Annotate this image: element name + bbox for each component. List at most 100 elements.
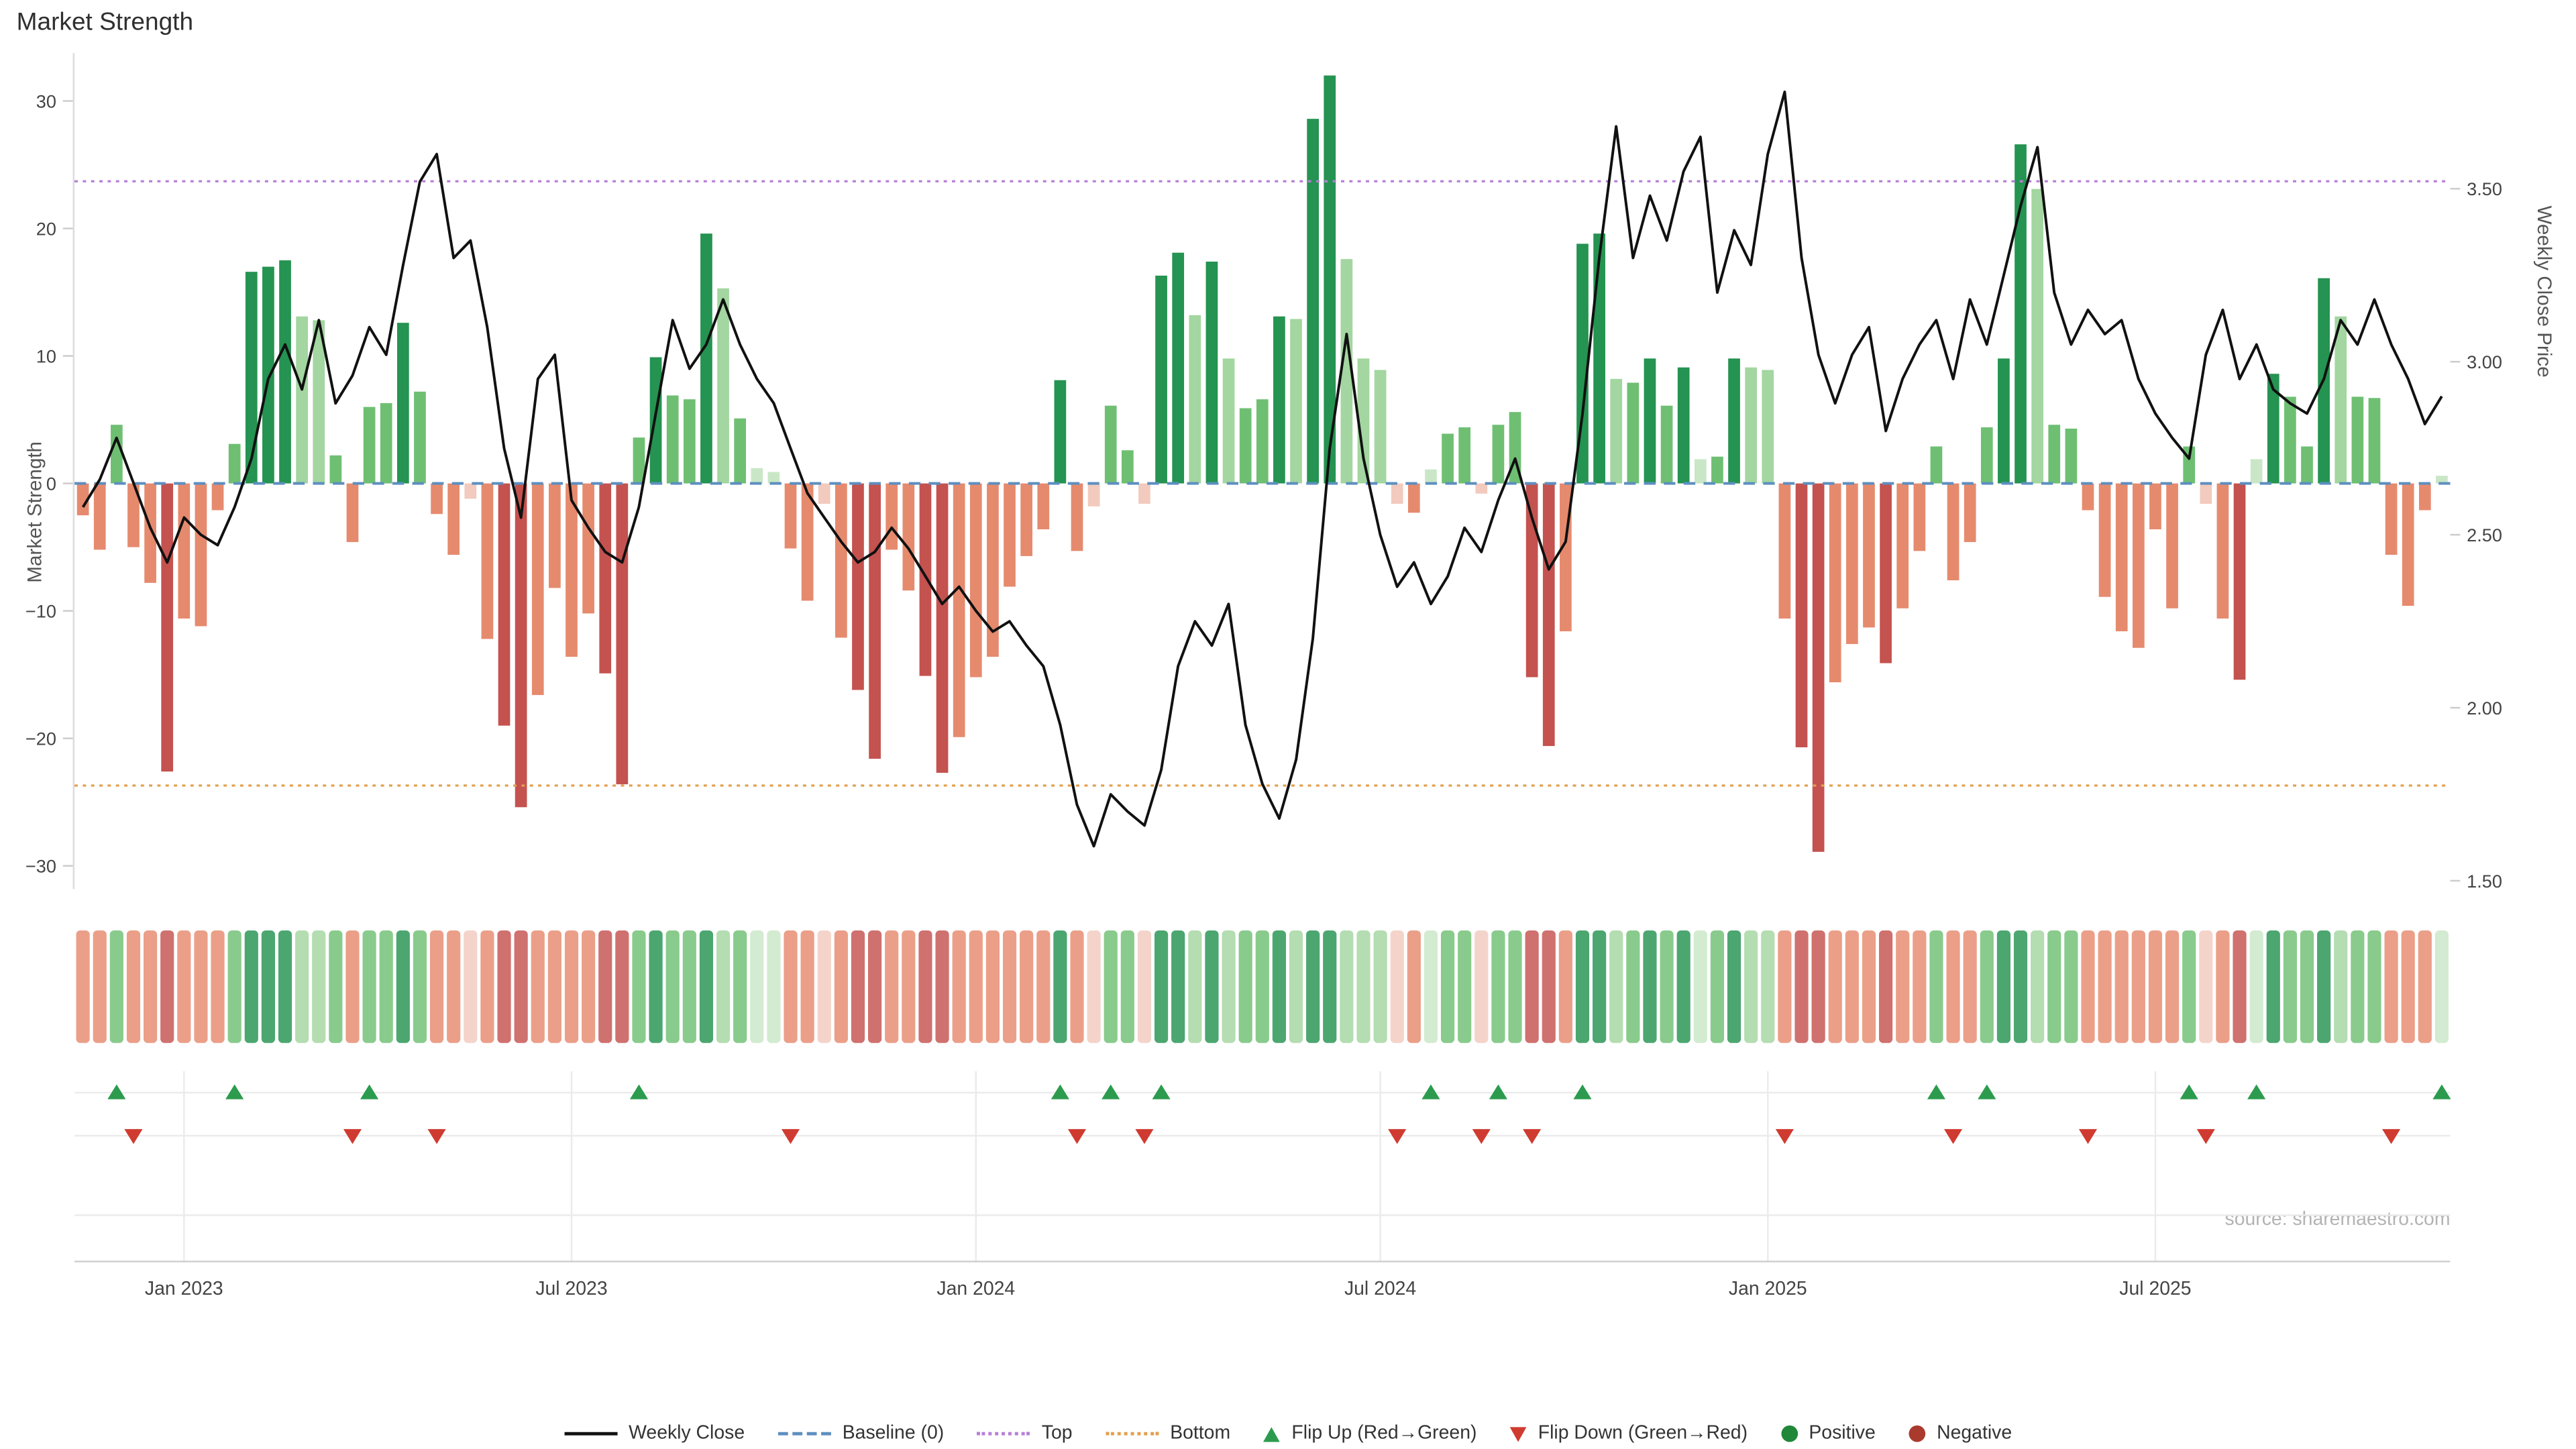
price-axis-tick-label: 3.00 <box>2467 352 2502 372</box>
strength-bar <box>2351 396 2364 484</box>
line-dotted-swatch-icon <box>977 1432 1030 1436</box>
heatmap-cell <box>278 930 292 1043</box>
strength-bar <box>2115 483 2128 632</box>
strength-bar <box>1205 261 1218 484</box>
strength-bar <box>2132 483 2145 648</box>
strength-bar <box>1357 358 1370 484</box>
strength-bar <box>751 468 763 484</box>
heatmap-cell <box>1306 930 1320 1043</box>
legend-item-flip-up-red-green[interactable]: Flip Up (Red→Green) <box>1263 1424 1477 1444</box>
legend-item-flip-down-green-red[interactable]: Flip Down (Green→Red) <box>1509 1424 1748 1444</box>
heatmap-cell <box>2047 930 2061 1043</box>
strength-bar <box>1239 408 1252 484</box>
heatmap-cell <box>177 930 191 1043</box>
legend-item-negative[interactable]: Negative <box>1909 1424 2012 1444</box>
heatmap-cell <box>1811 930 1825 1043</box>
heatmap-cell <box>1323 930 1337 1043</box>
heatmap-cell <box>985 930 1000 1043</box>
line-dotted-swatch-icon <box>1105 1432 1159 1436</box>
strength-bar <box>1711 456 1723 484</box>
heatmap-cell <box>1913 930 1927 1043</box>
heatmap-cell <box>1120 930 1134 1043</box>
heatmap-cell <box>227 930 241 1043</box>
heatmap-cell <box>1070 930 1084 1043</box>
heatmap-cell <box>2098 930 2112 1043</box>
strength-bar <box>2368 398 2381 484</box>
line-dashed-swatch-icon <box>777 1432 831 1436</box>
strength-bar <box>734 418 747 484</box>
line-solid-swatch-icon <box>564 1432 617 1436</box>
flip-down-marker <box>1388 1129 1407 1144</box>
heatmap-cell <box>885 930 899 1043</box>
flip-up-marker <box>360 1084 379 1099</box>
flip-up-marker <box>2180 1084 2198 1099</box>
strength-bar <box>1087 483 1100 506</box>
flip-down-marker <box>2196 1129 2215 1144</box>
heatmap-cell <box>1137 930 1152 1043</box>
heatmap-cell <box>2434 930 2449 1043</box>
heatmap-cell <box>1778 930 1792 1043</box>
legend-item-bottom[interactable]: Bottom <box>1105 1424 1231 1444</box>
heatmap-cell <box>851 930 865 1043</box>
triangle-down-swatch-icon <box>1509 1426 1527 1442</box>
strength-bar <box>1189 315 1201 484</box>
heatmap-cell <box>1390 930 1404 1043</box>
flip-down-marker <box>2078 1129 2098 1144</box>
heatmap-cell <box>682 930 696 1043</box>
heatmap-cell <box>1929 930 1943 1043</box>
legend-item-positive[interactable]: Positive <box>1780 1424 1876 1444</box>
strength-bar <box>1037 483 1050 530</box>
strength-bar <box>380 402 392 484</box>
strength-bar <box>1004 483 1016 587</box>
heatmap-cell <box>784 930 798 1043</box>
flip-up-marker <box>225 1084 244 1099</box>
legend-item-baseline-0[interactable]: Baseline (0) <box>777 1424 944 1444</box>
heatmap-cell <box>733 930 747 1043</box>
strength-bar <box>127 483 140 547</box>
heatmap-cell <box>362 930 376 1043</box>
heatmap-cell <box>1727 930 1741 1043</box>
heatmap-cell <box>969 930 983 1043</box>
strength-bar <box>2250 459 2263 484</box>
strength-bar <box>902 483 915 591</box>
strength-bar <box>1660 405 1673 484</box>
strength-bar <box>2334 316 2347 484</box>
heatmap-cell <box>2317 930 2331 1043</box>
legend-label: Bottom <box>1170 1424 1231 1444</box>
strength-bar <box>1762 370 1774 484</box>
strength-axis-tick-label: 20 <box>36 218 56 239</box>
triangle-up-swatch-icon <box>1263 1426 1281 1442</box>
strength-bar <box>178 483 191 619</box>
circle-swatch-icon <box>1780 1425 1798 1442</box>
strength-bar <box>1593 233 1605 484</box>
strength-bar <box>1778 483 1791 619</box>
strength-bar <box>666 395 679 484</box>
strength-bar <box>110 425 123 484</box>
legend-item-weekly-close[interactable]: Weekly Close <box>564 1424 745 1444</box>
chart-canvas[interactable]: 30 20 10 0 −10 −20 −30 3.50 3.00 2.50 2.00 1.50 Jan … <box>0 36 2576 1328</box>
strength-bar <box>767 472 780 484</box>
heatmap-cell <box>2216 930 2230 1043</box>
strength-bar <box>1256 399 1269 484</box>
heatmap-cell <box>1154 930 1169 1043</box>
strength-axis-tick-label: −20 <box>25 729 56 749</box>
x-tick-label: Jan 2023 <box>145 1278 223 1299</box>
strength-bar <box>1913 483 1926 551</box>
flip-down-marker <box>1135 1129 1154 1144</box>
heatmap-cell <box>1424 930 1438 1043</box>
heatmap-cell <box>531 930 545 1043</box>
flip-down-marker <box>1472 1129 1491 1144</box>
strength-bar <box>919 483 932 676</box>
heatmap-cell <box>2300 930 2314 1043</box>
strength-bar <box>313 320 325 484</box>
heatmap-cell <box>413 930 427 1043</box>
flip-down-marker <box>1943 1129 1963 1144</box>
legend-item-top[interactable]: Top <box>977 1424 1073 1444</box>
strength-bar <box>1880 483 1892 663</box>
strength-bar <box>195 483 207 627</box>
strength-axis-tick-label: −10 <box>25 601 56 622</box>
heatmap-cell <box>429 930 444 1043</box>
strength-bar <box>1121 450 1134 484</box>
strength-bar <box>2149 483 2161 530</box>
strength-bar <box>566 483 578 657</box>
